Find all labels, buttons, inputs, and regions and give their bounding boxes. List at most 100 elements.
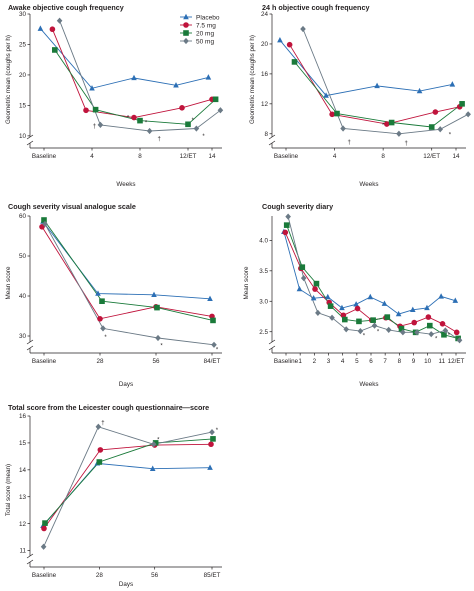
- data-point-marker: [356, 318, 362, 325]
- y-tick-label: 15: [19, 103, 27, 110]
- data-point-marker: [131, 74, 137, 81]
- data-point-marker: [96, 459, 103, 465]
- data-point-marker: [374, 82, 380, 89]
- data-point-marker: [441, 331, 447, 338]
- x-tick-label: 7: [383, 358, 387, 365]
- data-point-marker: [428, 331, 435, 338]
- axis-break-mark: [268, 339, 276, 345]
- data-point-marker: [291, 59, 298, 65]
- data-point-marker: [299, 264, 306, 270]
- data-point-marker: [207, 295, 213, 301]
- data-point-marker: [442, 327, 449, 334]
- data-point-marker: [193, 125, 200, 132]
- data-point-marker: [286, 41, 293, 48]
- data-point-marker: [381, 300, 388, 306]
- data-point-marker: [425, 314, 432, 320]
- axis-break-mark: [268, 140, 276, 146]
- panel-title: Awake objective cough frequency: [8, 3, 124, 12]
- data-point-marker: [313, 280, 320, 287]
- significance-mark: *: [377, 330, 380, 336]
- data-point-marker: [396, 130, 402, 137]
- significance-mark: *: [145, 120, 148, 126]
- data-point-marker: [210, 436, 216, 442]
- data-point-marker: [426, 322, 433, 329]
- data-point-marker: [327, 303, 334, 309]
- data-point-marker: [315, 309, 321, 316]
- data-point-marker: [95, 423, 102, 430]
- legend-marker: [183, 22, 189, 28]
- legend-label: 20 mg: [196, 30, 214, 37]
- series-line: [44, 223, 215, 346]
- data-point-marker: [149, 465, 156, 471]
- data-point-marker: [211, 341, 217, 348]
- data-point-marker: [154, 304, 160, 311]
- data-point-marker: [409, 306, 416, 312]
- data-point-marker: [300, 275, 307, 282]
- series-line: [51, 29, 213, 119]
- x-axis-label: Days: [119, 381, 133, 388]
- x-tick-label: 56: [152, 358, 160, 365]
- data-point-marker: [329, 111, 335, 118]
- x-tick-label: 4: [90, 153, 94, 160]
- y-tick-label: 14: [19, 467, 27, 474]
- data-point-marker: [453, 329, 460, 336]
- data-point-marker: [323, 92, 329, 98]
- x-axis-label: Weeks: [116, 181, 135, 188]
- x-tick-label: 2: [313, 358, 317, 365]
- data-point-marker: [283, 222, 290, 228]
- x-tick-label: 9: [412, 358, 416, 365]
- panel-title: Total score from the Leicester cough que…: [8, 403, 209, 412]
- data-point-marker: [371, 322, 378, 329]
- data-point-marker: [42, 220, 48, 228]
- data-point-marker: [52, 47, 58, 53]
- data-point-marker: [150, 441, 157, 448]
- significance-mark: *: [216, 428, 219, 434]
- axis-break-mark: [268, 345, 276, 351]
- x-tick-label: 85/ET: [204, 572, 221, 579]
- data-point-marker: [100, 325, 106, 332]
- y-tick-label: 10: [19, 133, 27, 140]
- x-tick-label: Baseline: [32, 153, 57, 160]
- data-point-marker: [370, 317, 376, 323]
- x-tick-label: Baseline: [32, 358, 57, 365]
- legend-label: Placebo: [196, 14, 220, 21]
- significance-mark: *: [127, 116, 130, 122]
- x-axis-label: Days: [119, 581, 133, 588]
- series-line: [43, 426, 213, 547]
- data-point-marker: [452, 297, 459, 303]
- series-line: [42, 221, 211, 300]
- y-tick-label: 30: [19, 11, 27, 18]
- legend-marker: [183, 13, 189, 20]
- data-point-marker: [416, 87, 423, 94]
- y-tick-label: 25: [19, 42, 27, 49]
- data-point-marker: [383, 121, 390, 127]
- data-point-marker: [395, 310, 402, 317]
- x-tick-label: 28: [96, 572, 104, 579]
- chart-panel-4: Cough severity diary 2.5 3.0 3.5 4.0 Baseline…: [243, 202, 466, 388]
- data-point-marker: [173, 82, 179, 88]
- y-axis-label: Mean score: [243, 266, 250, 299]
- axis-break-mark: [26, 553, 34, 559]
- significance-mark: *: [160, 344, 163, 350]
- x-axis-label: Weeks: [359, 381, 378, 388]
- data-point-marker: [343, 326, 350, 333]
- data-point-marker: [324, 293, 331, 300]
- data-point-marker: [95, 290, 101, 296]
- series-line: [283, 231, 456, 315]
- series-line: [54, 49, 216, 125]
- x-tick-label: 12/ET: [423, 153, 440, 160]
- data-point-marker: [424, 304, 430, 311]
- legend-label: 50 mg: [196, 38, 214, 45]
- y-tick-label: 30: [19, 333, 27, 340]
- data-point-marker: [341, 316, 348, 323]
- series-line: [43, 443, 212, 529]
- data-point-marker: [398, 325, 405, 332]
- axis-break-mark: [26, 559, 34, 565]
- data-point-marker: [212, 96, 219, 103]
- chart-panel-3: Cough severity visual analogue scale 30 40…: [5, 202, 222, 388]
- significance-mark: *: [202, 134, 205, 140]
- x-tick-label: 6: [369, 358, 373, 365]
- data-point-marker: [438, 293, 444, 299]
- y-tick-label: 4.0: [259, 238, 268, 245]
